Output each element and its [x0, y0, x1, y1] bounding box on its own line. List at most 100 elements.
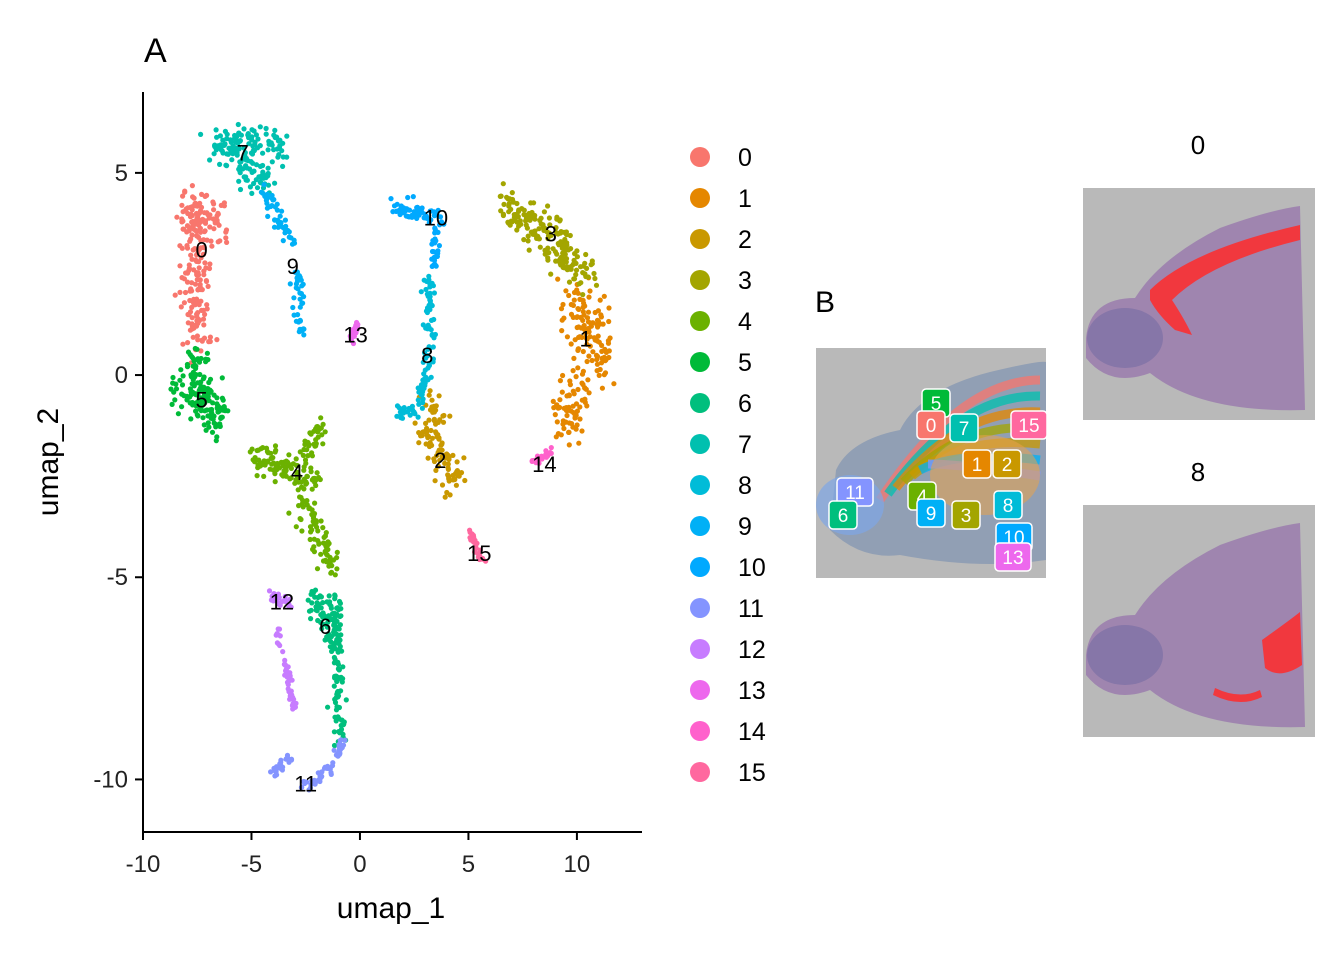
badge-box	[1010, 410, 1048, 440]
badge-box	[949, 413, 979, 443]
cluster-highlight	[1262, 612, 1302, 674]
cluster-point	[177, 263, 183, 269]
cluster-point	[560, 250, 566, 256]
cluster-point	[203, 359, 209, 365]
legend-item: 1	[690, 185, 752, 213]
cluster-point	[479, 555, 486, 561]
cluster-point	[270, 197, 276, 203]
cluster-point	[547, 222, 553, 228]
cluster-point	[308, 465, 314, 471]
cluster-point	[332, 646, 338, 652]
tissue-region	[1087, 308, 1163, 368]
cluster-point	[186, 265, 192, 271]
cluster-badge-9: 9	[916, 498, 946, 528]
cluster-point	[322, 429, 328, 435]
cluster-point	[211, 207, 217, 213]
cluster-point	[309, 486, 315, 492]
cluster-point	[446, 476, 452, 482]
cluster-point	[223, 227, 230, 233]
cluster-point	[427, 388, 433, 394]
x-axis-ticks: -10 -5 0 5 10	[126, 832, 590, 878]
cluster-point	[587, 288, 593, 294]
cluster-point	[255, 447, 261, 453]
cluster-point	[327, 558, 333, 564]
cluster-point	[541, 227, 547, 233]
cluster-point	[178, 367, 184, 373]
cluster-point	[326, 563, 332, 569]
cluster-point	[198, 379, 204, 385]
cluster-4-points	[247, 415, 340, 578]
cluster-point	[521, 237, 527, 243]
cluster-point	[197, 405, 203, 411]
cluster-point	[580, 304, 586, 310]
cluster-badge-2: 2	[992, 449, 1022, 479]
cluster-point	[432, 478, 438, 484]
badge-box	[916, 498, 946, 528]
cluster-point	[198, 238, 204, 244]
cluster-point	[274, 201, 280, 207]
cluster-point	[178, 304, 184, 310]
cluster-point	[516, 207, 522, 213]
cluster-point	[204, 210, 210, 216]
legend-swatch	[690, 475, 710, 495]
cluster-point	[213, 424, 219, 430]
cluster-point	[297, 274, 303, 280]
cluster-point	[307, 524, 314, 530]
cluster-point	[221, 404, 227, 410]
cluster-point	[586, 390, 592, 396]
cluster-point	[260, 169, 266, 175]
cluster-point	[331, 683, 337, 689]
tissue-region	[1087, 625, 1163, 685]
cluster-point	[182, 188, 188, 194]
cluster-point	[536, 236, 543, 242]
cluster-point	[579, 371, 586, 377]
badge-box	[951, 500, 981, 530]
cluster-point	[430, 404, 436, 410]
cluster-point	[336, 729, 342, 735]
legend-label: 8	[738, 472, 752, 500]
cluster-point	[584, 315, 591, 321]
cluster-point	[221, 142, 227, 148]
cluster-point	[328, 569, 335, 575]
cluster-point	[507, 196, 513, 202]
cluster-point	[603, 349, 610, 355]
cluster-point	[607, 335, 613, 341]
cluster-point	[573, 267, 580, 273]
cluster-point	[500, 181, 506, 187]
cluster-point	[280, 649, 286, 655]
badge-text: 4	[917, 487, 928, 508]
cluster-point	[289, 241, 296, 247]
cluster-point	[336, 751, 342, 758]
cluster-point	[274, 460, 280, 467]
badge-box	[992, 449, 1022, 479]
cluster-point	[311, 544, 317, 550]
cluster-point	[312, 521, 318, 527]
cluster-point	[279, 767, 285, 773]
cluster-point	[334, 549, 340, 556]
cluster-point	[427, 346, 433, 352]
cluster-point	[251, 128, 257, 134]
cluster-point	[318, 619, 324, 626]
cluster-point	[559, 328, 565, 334]
cluster-point	[567, 382, 574, 388]
tissue-panel-cluster-8: 8	[1083, 457, 1315, 737]
cluster-point	[445, 466, 451, 472]
cluster-point	[282, 661, 288, 668]
cluster-point	[563, 405, 569, 411]
cluster-point	[430, 409, 436, 415]
cluster-point	[433, 467, 439, 473]
cluster-point	[271, 765, 277, 771]
cluster-point	[175, 411, 181, 417]
cluster-point	[177, 377, 183, 383]
badge-box	[916, 410, 946, 440]
cluster-point	[442, 494, 448, 500]
cluster-point	[290, 461, 296, 467]
cluster-point	[199, 307, 205, 313]
cluster-point	[510, 199, 516, 205]
cluster-point	[336, 626, 342, 632]
cluster-point	[198, 245, 204, 251]
cluster-point	[179, 404, 185, 410]
cluster-point	[265, 213, 271, 219]
cluster-point	[270, 598, 276, 604]
